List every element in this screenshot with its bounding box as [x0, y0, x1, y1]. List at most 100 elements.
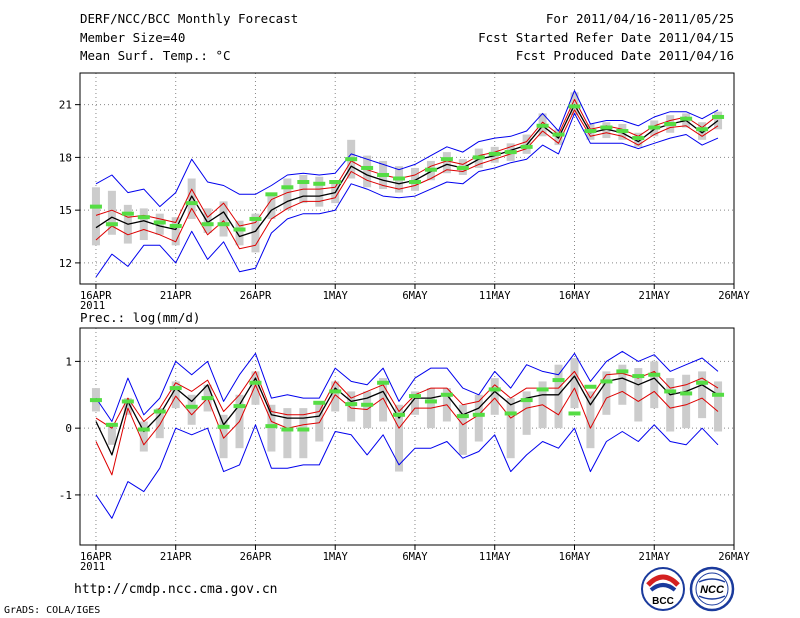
temp-observed-mark [297, 180, 310, 185]
temp-observed-mark [249, 216, 262, 221]
temp-ensemble-box [219, 201, 228, 237]
prec-observed-mark [520, 398, 533, 403]
prec-ensemble-box [139, 421, 148, 452]
ncc-logo-text: NCC [700, 584, 725, 596]
temp-ensemble-box [315, 176, 324, 207]
temp-series-lower [95, 109, 719, 250]
prec-observed-mark [648, 372, 661, 377]
prec-ensemble-box [347, 391, 356, 422]
prec-ensemble-box [602, 371, 611, 415]
temp-plot-frame [79, 72, 735, 285]
temp-observed-mark [616, 129, 629, 134]
temp-y-tick-label: 12 [59, 257, 72, 270]
prec-series-mean [95, 375, 719, 456]
prec-observed-mark [297, 427, 310, 432]
temp-ensemble-box [139, 208, 148, 241]
temp-observed-mark [552, 132, 565, 137]
temp-ensemble-box [714, 111, 723, 130]
prec-ensemble-box [267, 404, 276, 452]
temp-observed-mark [424, 167, 437, 172]
prec-ensemble-box [315, 401, 324, 442]
prec-ensemble-box [634, 368, 643, 422]
prec-ensemble-box [107, 424, 116, 445]
temp-ensemble-box [235, 220, 244, 246]
temp-observed-mark [648, 125, 661, 130]
prec-observed-mark [329, 389, 342, 394]
temp-observed-mark [568, 104, 581, 109]
prec-observed-mark [377, 380, 390, 385]
prec-observed-mark [393, 412, 406, 417]
prec-x-tick-label: 26APR [240, 551, 272, 563]
temp-ensemble-box [203, 208, 212, 234]
temp-ensemble-box [91, 187, 100, 246]
temperature-panel-title: Mean Surf. Temp.: °C [80, 48, 231, 63]
prec-series-min [95, 424, 719, 519]
temp-observed-mark [408, 180, 421, 185]
prec-observed-mark [680, 391, 693, 396]
prec-ensemble-box [506, 398, 515, 459]
source-url-link[interactable]: http://cmdp.ncc.cma.gov.cn [74, 582, 278, 597]
member-size-label: Member Size=40 [80, 30, 186, 45]
prec-observed-mark [137, 427, 150, 432]
temp-observed-mark [393, 176, 406, 181]
prec-observed-mark [424, 399, 437, 404]
temp-observed-mark [377, 172, 390, 177]
start-date-label: Fcst Started Refer Date 2011/04/15 [478, 30, 734, 45]
temp-observed-mark [584, 129, 597, 134]
bcc-logo-text: BCC [652, 596, 674, 607]
prec-observed-mark [233, 404, 246, 409]
temp-ensemble-box [602, 122, 611, 139]
prec-observed-mark [488, 387, 501, 392]
temp-observed-mark [488, 151, 501, 156]
temp-series-mean [95, 104, 719, 238]
temp-observed-mark [89, 204, 102, 209]
prec-observed-mark [345, 402, 358, 407]
temp-ensemble-box [251, 213, 260, 253]
prec-observed-mark [217, 424, 230, 429]
temp-observed-mark [233, 227, 246, 232]
prec-ensemble-box [410, 391, 419, 415]
prec-ensemble-box [458, 404, 467, 455]
prec-ensemble-box [474, 394, 483, 442]
prec-y-tick-label: -1 [59, 489, 72, 502]
temp-observed-mark [680, 116, 693, 121]
prec-observed-mark [249, 380, 262, 385]
prec-observed-mark [472, 412, 485, 417]
prec-series-max [95, 350, 719, 422]
prec-observed-mark [664, 389, 677, 394]
temp-observed-mark [664, 121, 677, 126]
temp-series-upper [95, 98, 719, 227]
temp-observed-mark [281, 185, 294, 190]
temp-x-tick-label: 6MAY [402, 290, 428, 302]
temp-observed-mark [504, 150, 517, 155]
prec-ensemble-box [618, 364, 627, 405]
temp-x-tick-label: 16MAY [559, 290, 591, 302]
ncc-logo: NCC [689, 566, 735, 612]
prec-x-tick-label: 11MAY [479, 551, 511, 563]
prec-y-tick-label: 1 [65, 355, 72, 368]
prec-observed-mark [440, 392, 453, 397]
prec-ensemble-box [123, 398, 132, 415]
temp-x-tick-label: 21APR [160, 290, 192, 302]
temp-ensemble-box [442, 152, 451, 174]
temp-observed-mark [201, 222, 214, 227]
prec-ensemble-box [171, 381, 180, 409]
prec-ensemble-box [650, 361, 659, 409]
temp-x-tick-label: 11MAY [479, 290, 511, 302]
temp-observed-mark [361, 165, 374, 170]
temp-observed-mark [217, 222, 230, 227]
prec-observed-mark [632, 374, 645, 379]
prec-observed-mark [456, 414, 469, 419]
temp-ensemble-box [410, 167, 419, 191]
prec-x-tick-label: 16MAY [559, 551, 591, 563]
temp-observed-mark [345, 157, 358, 162]
temp-x-tick-label: 26MAY [718, 290, 750, 302]
temp-ensemble-box [283, 178, 292, 211]
temp-x-tick-label: 1MAY [323, 290, 349, 302]
prec-ensemble-box [522, 391, 531, 435]
prec-ensemble-box [395, 404, 404, 472]
